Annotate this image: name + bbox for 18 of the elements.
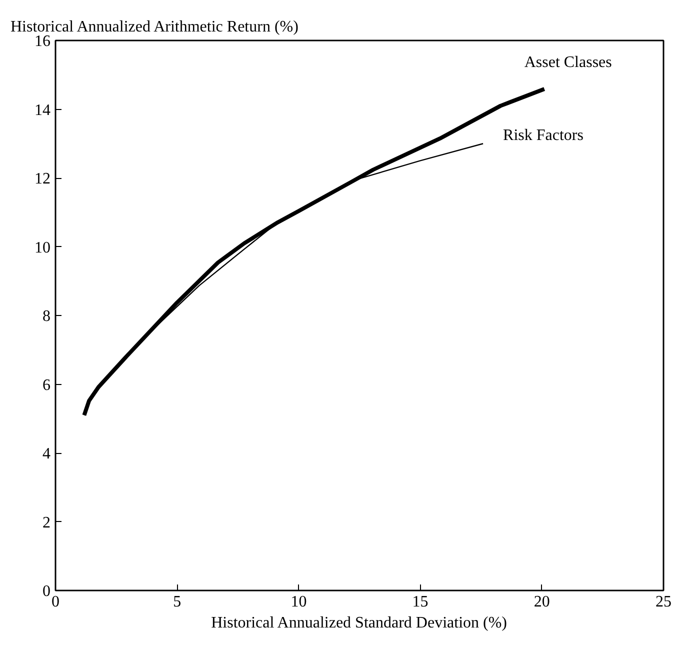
x-tick-label: 20 xyxy=(534,594,550,610)
x-tick-label: 5 xyxy=(173,594,182,610)
y-axis-title: Historical Annualized Arithmetic Return (%) xyxy=(10,18,298,36)
x-tick-label: 10 xyxy=(290,594,307,610)
y-tick-label: 10 xyxy=(34,239,50,256)
y-tick-label: 12 xyxy=(34,170,50,188)
x-tick-label: 25 xyxy=(656,594,672,610)
x-tick-label: 15 xyxy=(412,594,428,610)
y-tick-label: 0 xyxy=(42,583,50,600)
y-tick-label: 14 xyxy=(34,102,50,119)
series-label: Risk Factors xyxy=(503,127,584,144)
y-tick-label: 8 xyxy=(42,308,50,325)
y-tick-label: 2 xyxy=(42,514,50,532)
y-tick-label: 16 xyxy=(34,33,50,50)
series-label: Asset Classes xyxy=(524,54,612,71)
y-tick-label: 6 xyxy=(42,376,50,394)
y-tick-label: 4 xyxy=(42,446,50,462)
x-axis-title: Historical Annualized Standard Deviation (%) xyxy=(211,614,508,632)
